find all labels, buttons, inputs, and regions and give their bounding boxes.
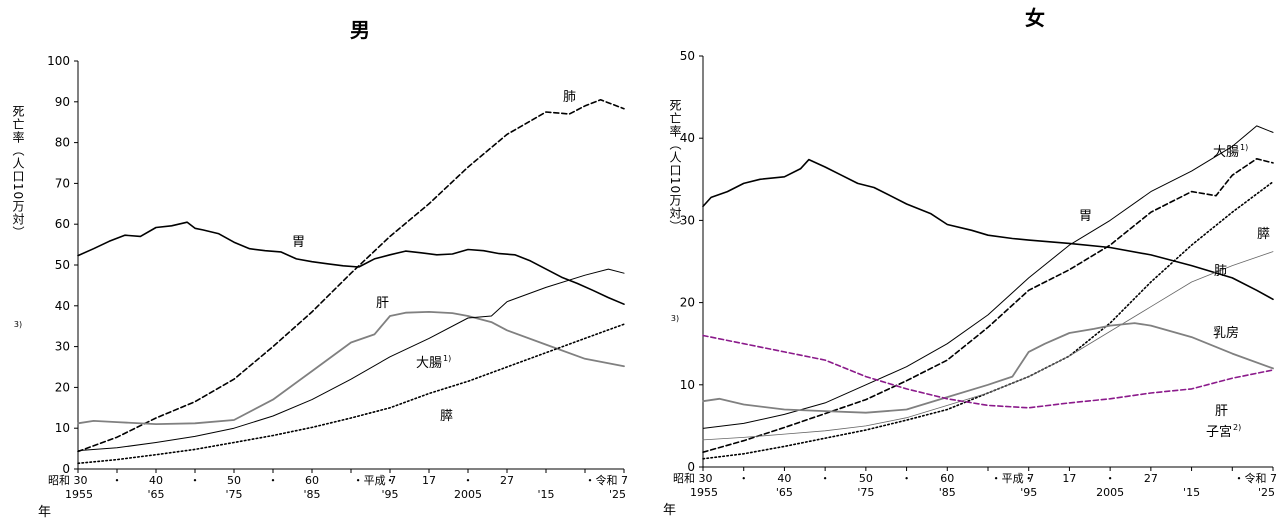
male-x-axis-label: 年 <box>38 505 51 520</box>
female-series-line-2 <box>702 158 1274 454</box>
female-series-label-5: 肝 <box>1215 404 1228 419</box>
male-series-label-4: 膵 <box>440 409 453 424</box>
female-y-tick-label: 0 <box>687 460 695 474</box>
male-x-tick-label-top: ・ <box>268 474 279 487</box>
female-x-tick-label-top: ・平成 7 <box>991 472 1035 485</box>
female-x-tick-label-top: 60 <box>940 472 954 485</box>
male-x-tick-label-top: ・平成 7 <box>353 474 397 487</box>
male-y-tick-label: 0 <box>62 462 70 476</box>
female-x-tick-label-bottom: '85 <box>939 486 956 499</box>
female-series-label-4: 乳房 <box>1213 325 1239 341</box>
male-chart-svg: 男 0 10 20 30 40 50 60 70 80 90 100 昭和 30 ・ 40 ・ 50 ・ 60 ・平成… <box>11 18 629 520</box>
female-y-axis-label: 死亡率（人口10万対） <box>668 99 682 233</box>
female-x-tick-label-top: ・ <box>738 472 749 485</box>
male-x-tick-label-top: ・令和 7 <box>585 473 629 487</box>
female-series-label-sup-0: 1) <box>1240 143 1248 152</box>
female-x-tick-label-bottom: '75 <box>857 486 874 499</box>
male-series-line-4 <box>77 323 625 465</box>
male-y-tick-label: 30 <box>55 340 70 354</box>
male-y-tick-label: 80 <box>55 136 70 150</box>
female-y-tick-label: 40 <box>680 131 695 145</box>
female-x-tick-label-bottom: '65 <box>776 486 793 499</box>
female-series-label-3: 膵 <box>1257 227 1270 242</box>
male-x-tick-label-bottom: '15 <box>537 488 554 501</box>
male-x-tick-label-bottom: '25 <box>609 488 626 501</box>
male-y-tick-label: 90 <box>55 95 70 109</box>
male-y-tick-label: 60 <box>55 217 70 231</box>
male-x-tick-label-bottom: '65 <box>147 488 164 501</box>
male-series-line-1 <box>77 99 625 453</box>
male-series-label-sup-3: 1) <box>443 354 451 363</box>
male-x-tick-label-bottom: '95 <box>381 488 398 501</box>
female-series-label-2: 肺 <box>1214 264 1227 279</box>
male-x-tick-label-top: 27 <box>500 474 514 487</box>
male-y-tick-label: 40 <box>55 299 70 313</box>
male-y-tick-label: 20 <box>55 380 70 394</box>
female-series-label-1: 胃 <box>1079 209 1092 224</box>
female-x-tick-label-bottom: '15 <box>1183 486 1200 499</box>
female-series-line-3 <box>702 181 1274 460</box>
female-series-label-0: 大腸 <box>1213 145 1239 160</box>
female-x-tick-label-bottom: 2005 <box>1096 486 1124 499</box>
female-x-tick-label-bottom: '25 <box>1258 486 1275 499</box>
male-series-line-0 <box>77 221 625 306</box>
male-x-tick-label-top: 17 <box>422 474 436 487</box>
female-x-tick-label-top: 40 <box>777 472 791 485</box>
female-series-line-5 <box>702 322 1274 414</box>
female-chart-panel: 女 0 10 20 30 40 50 昭和 30 ・ 40 ・ 50 ・ 60 ・平成 7 ・ 17 ・ 27 ・令和… <box>645 0 1285 522</box>
male-y-axis-label: 死亡率（人口10万対） <box>11 105 25 239</box>
female-y-axis-label-sup: 3) <box>671 314 679 323</box>
male-x-tick-label-top: 50 <box>227 474 241 487</box>
female-x-tick-label-top: 17 <box>1062 472 1076 485</box>
male-chart-title: 男 <box>350 18 370 42</box>
male-y-tick-label: 100 <box>47 54 70 68</box>
female-series-line-0 <box>702 158 1274 301</box>
male-x-tick-label-top: ・ <box>112 474 123 487</box>
male-chart-panel: 男 0 10 20 30 40 50 60 70 80 90 100 昭和 30 ・ 40 ・ 50 ・ 60 ・平成… <box>0 0 640 522</box>
male-x-tick-label-top: 60 <box>305 474 319 487</box>
female-y-tick-label: 30 <box>680 213 695 227</box>
female-x-axis-label: 年 <box>663 503 676 518</box>
female-y-tick-label: 10 <box>680 378 695 392</box>
female-y-tick-label: 50 <box>680 49 695 63</box>
male-series-label-0: 肺 <box>563 90 576 105</box>
female-x-tick-label-top: ・ <box>1105 472 1116 485</box>
female-x-tick-label-top: ・ <box>901 472 912 485</box>
female-x-tick-label-top: 27 <box>1144 472 1158 485</box>
male-x-tick-label-bottom: '85 <box>303 488 320 501</box>
female-series-line-1 <box>702 125 1274 429</box>
male-y-tick-label: 50 <box>55 258 70 272</box>
female-x-tick-label-top: ・令和 7 <box>1234 471 1278 485</box>
male-x-tick-label-bottom: 2005 <box>454 488 482 501</box>
male-y-tick-label: 10 <box>55 421 70 435</box>
female-chart-title: 女 <box>1025 6 1045 30</box>
female-x-tick-label-bottom: '95 <box>1020 486 1037 499</box>
male-y-axis-label-sup: 3) <box>14 320 22 329</box>
female-x-tick-label-top: ・ <box>820 472 831 485</box>
male-y-tick-label: 70 <box>55 176 70 190</box>
male-x-tick-label-bottom: '75 <box>225 488 242 501</box>
male-x-tick-label-top: ・ <box>385 474 396 487</box>
male-series-label-1: 胃 <box>292 235 305 250</box>
male-series-label-3: 大腸 <box>416 356 442 371</box>
female-y-tick-label: 20 <box>680 296 695 310</box>
female-x-tick-label-top: ・ <box>1023 472 1034 485</box>
female-series-line-4 <box>702 251 1274 441</box>
female-series-label-sup-6: 2) <box>1233 423 1241 432</box>
female-series-line-6 <box>702 334 1274 409</box>
female-x-tick-label-top: 昭和 30 <box>673 472 713 485</box>
male-x-tick-label-top: ・ <box>190 474 201 487</box>
female-x-tick-label-bottom: 1955 <box>690 486 718 499</box>
male-x-tick-label-top: ・ <box>463 474 474 487</box>
male-x-tick-label-bottom: 1955 <box>65 488 93 501</box>
male-series-label-2: 肝 <box>376 296 389 311</box>
male-x-tick-label-top: 昭和 30 <box>48 474 88 487</box>
female-series-label-6: 子宮 <box>1206 424 1232 440</box>
male-x-tick-label-top: 40 <box>149 474 163 487</box>
male-series-line-3 <box>77 268 625 452</box>
male-series-line-2 <box>77 310 625 426</box>
female-x-tick-label-top: 50 <box>859 472 873 485</box>
